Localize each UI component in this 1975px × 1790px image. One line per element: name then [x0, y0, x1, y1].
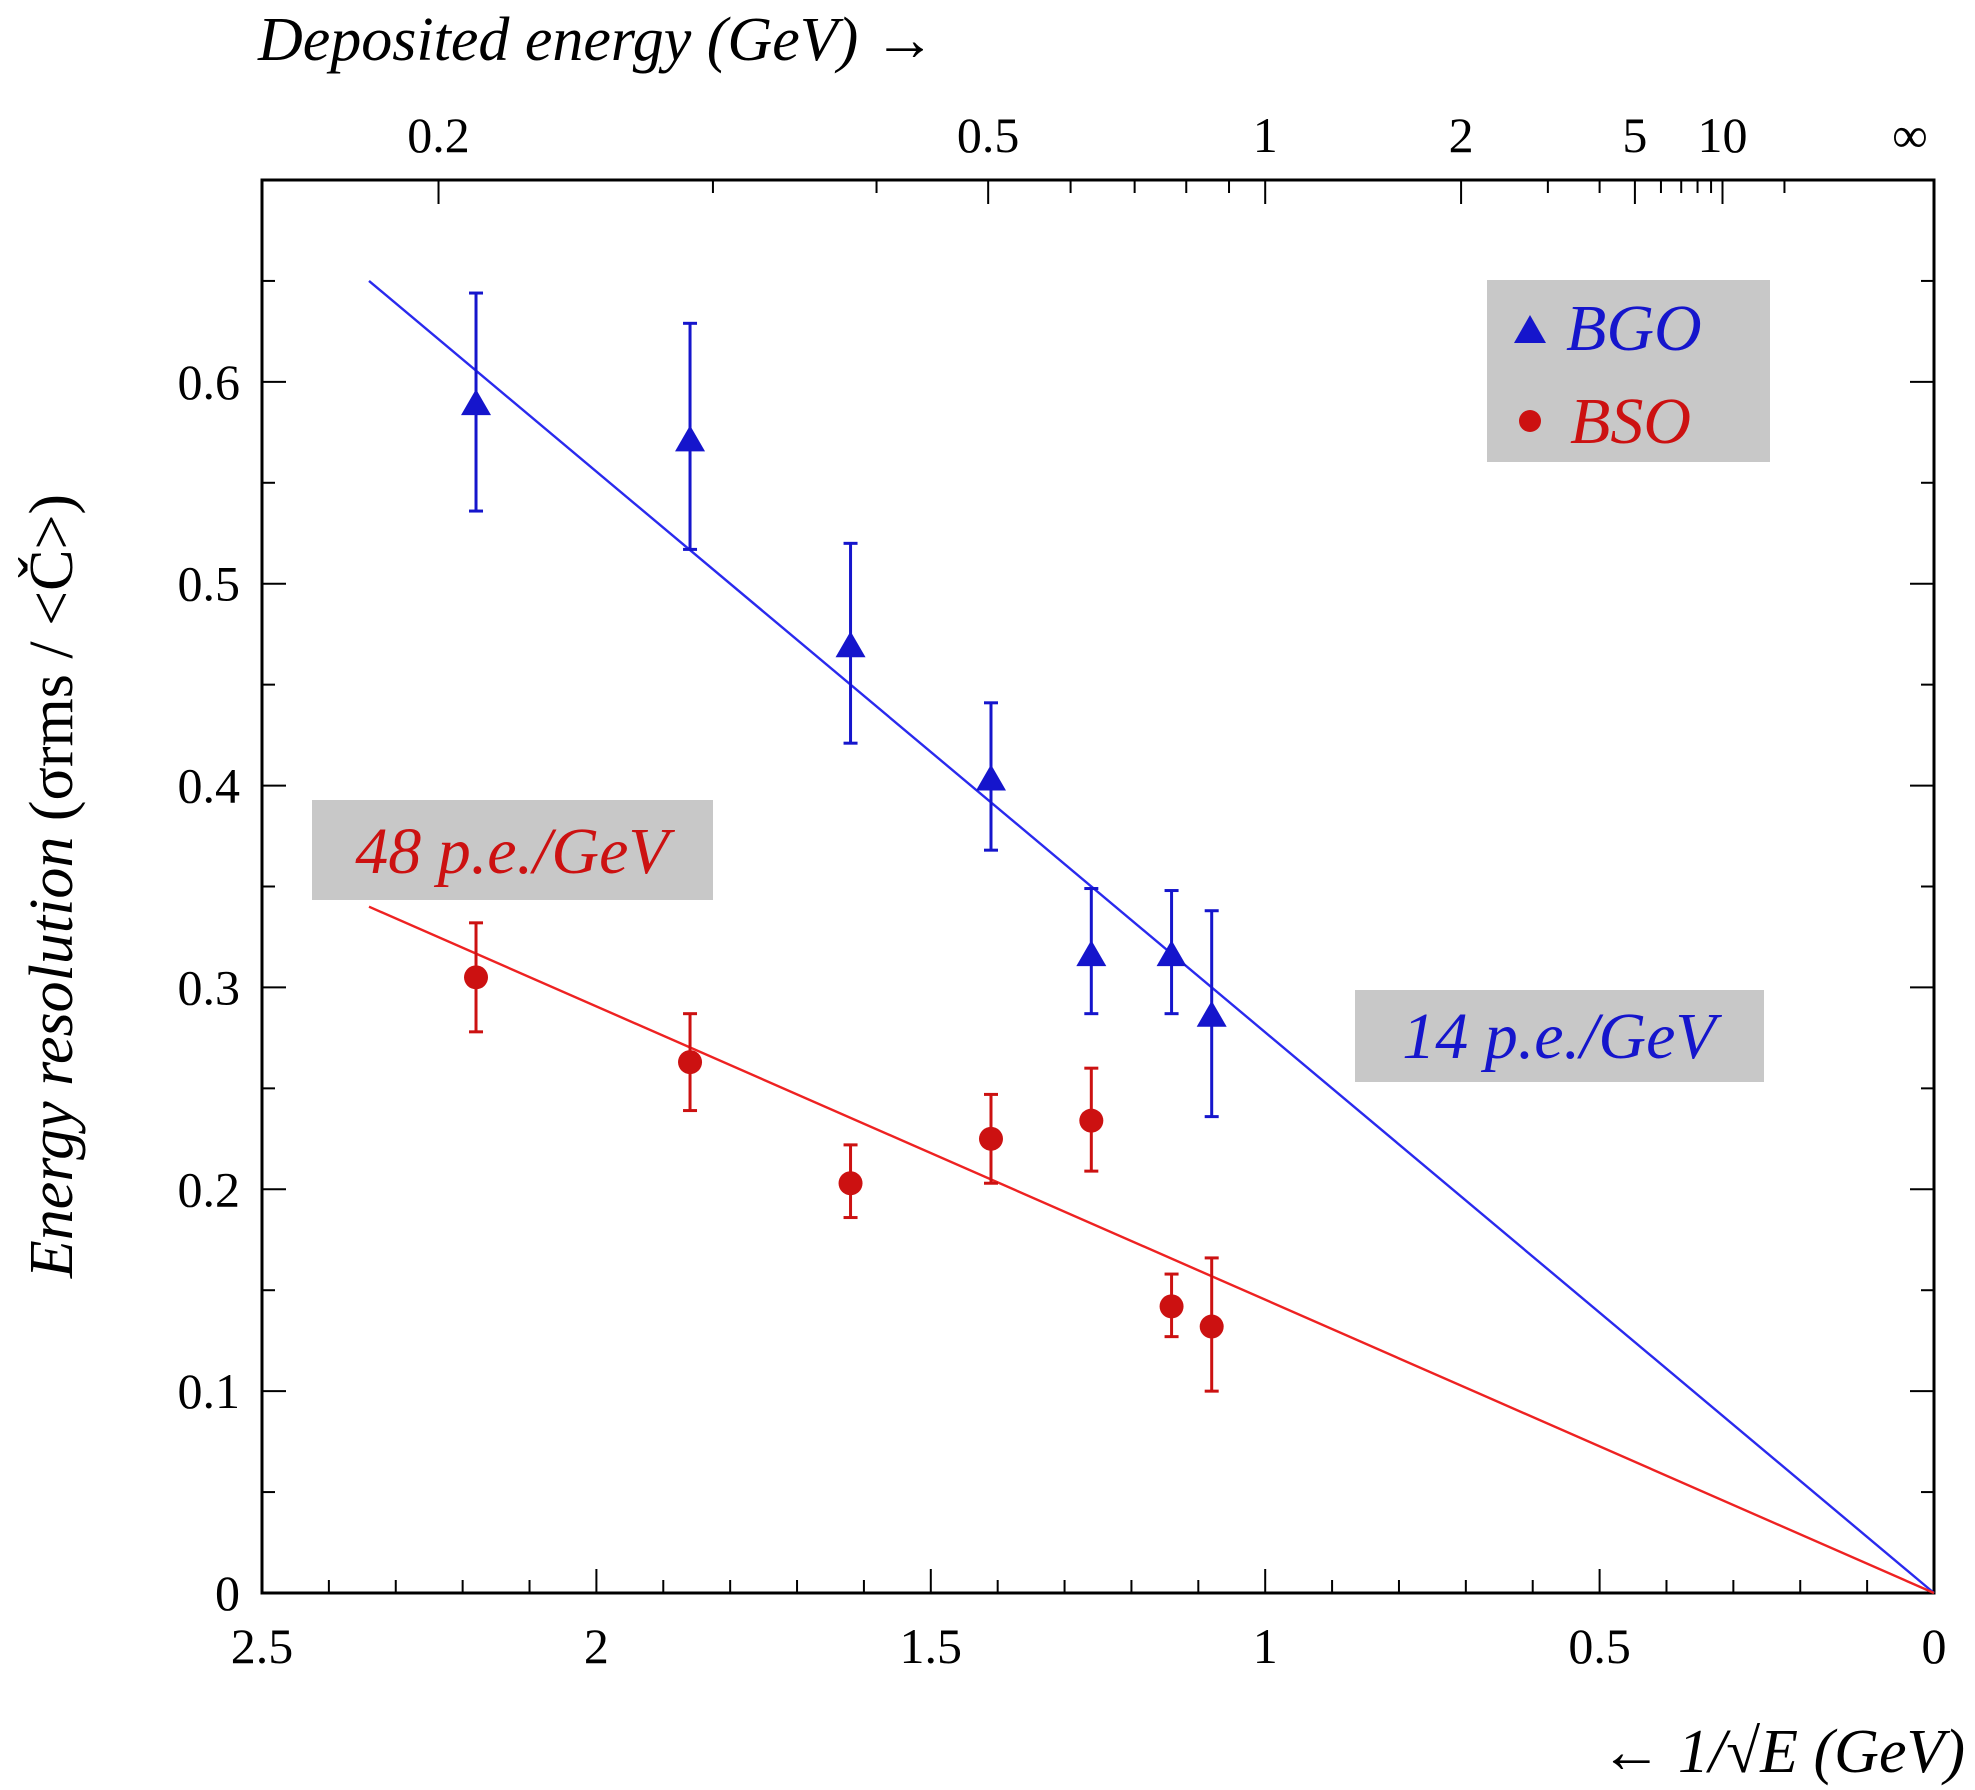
y-tick-label: 0.1: [178, 1363, 241, 1419]
annotation-bgo-slope: 14 p.e./GeV: [1355, 990, 1764, 1082]
data-point-bso: [1159, 1294, 1184, 1319]
legend-bso-marker: [1519, 410, 1541, 432]
data-point-bso: [464, 965, 489, 990]
annotation-bso-slope: 48 p.e./GeV: [312, 800, 713, 900]
data-point-bso: [978, 1126, 1003, 1151]
data-point-bgo: [1196, 1000, 1227, 1027]
annotation-bgo-text: 14 p.e./GeV: [1402, 1000, 1722, 1073]
y-tick-label: 0.3: [178, 959, 241, 1015]
x-tick-label: 1: [1253, 1618, 1278, 1674]
x2-tick-label: 2: [1449, 107, 1474, 163]
fit-lines: [368, 280, 1935, 1595]
fit-line-bso: [368, 905, 1935, 1595]
x-tick-label: 0: [1922, 1618, 1947, 1674]
x-tick-label: 2: [584, 1618, 609, 1674]
bottom-axis-title: ← 1/√E (GeV): [1600, 1718, 1965, 1786]
axis-ticks: [261, 179, 1935, 1594]
data-point-bgo: [835, 631, 866, 658]
x2-tick-label: ∞: [1892, 107, 1928, 163]
data-point-bso: [1199, 1314, 1224, 1339]
data-point-bgo: [675, 425, 706, 452]
y-tick-label: 0.4: [178, 758, 241, 814]
x2-tick-label: 5: [1622, 107, 1647, 163]
fit-line-bgo: [368, 280, 1935, 1594]
data-point-bgo: [461, 389, 492, 416]
legend: BGO BSO: [1487, 280, 1770, 462]
y-tick-label: 0.5: [178, 556, 241, 612]
x2-tick-label: 0.5: [957, 107, 1020, 163]
data-point-bso: [1079, 1108, 1104, 1133]
data-point-bgo: [1156, 940, 1187, 967]
x2-tick-label: 1: [1253, 107, 1278, 163]
x-tick-label: 1.5: [900, 1618, 963, 1674]
legend-bso-label: BSO: [1570, 385, 1691, 458]
tick-labels: 0 0.5 1 1.5 2 2.5 0.2 0.5 1 2 5 10 ∞ 0 0.1 0.2 0.3 0.4 0.5…: [178, 107, 1947, 1674]
data-marks: [461, 291, 1227, 1393]
data-point-bso: [838, 1171, 863, 1196]
x2-tick-label: 10: [1698, 107, 1748, 163]
x2-tick-label: 0.2: [407, 107, 470, 163]
legend-bgo-marker: [1514, 315, 1546, 343]
y-tick-label: 0.6: [178, 354, 241, 410]
y-axis-title: Energy resolution (σrms / <Č>): [18, 494, 86, 1279]
data-point-bso: [678, 1050, 703, 1075]
x-tick-label: 2.5: [231, 1618, 294, 1674]
legend-box: [1487, 280, 1770, 462]
annotation-bgo-box: [1355, 990, 1764, 1082]
y-tick-label: 0: [215, 1565, 240, 1621]
y-tick-label: 0.2: [178, 1161, 241, 1217]
x-tick-label: 0.5: [1568, 1618, 1631, 1674]
top-axis-title: Deposited energy (GeV) →: [257, 6, 936, 74]
data-point-bgo: [1076, 940, 1107, 967]
data-point-bgo: [975, 764, 1006, 791]
annotation-bso-text: 48 p.e./GeV: [355, 815, 675, 888]
legend-bgo-label: BGO: [1566, 292, 1702, 365]
annotation-bso-box: [312, 800, 713, 900]
